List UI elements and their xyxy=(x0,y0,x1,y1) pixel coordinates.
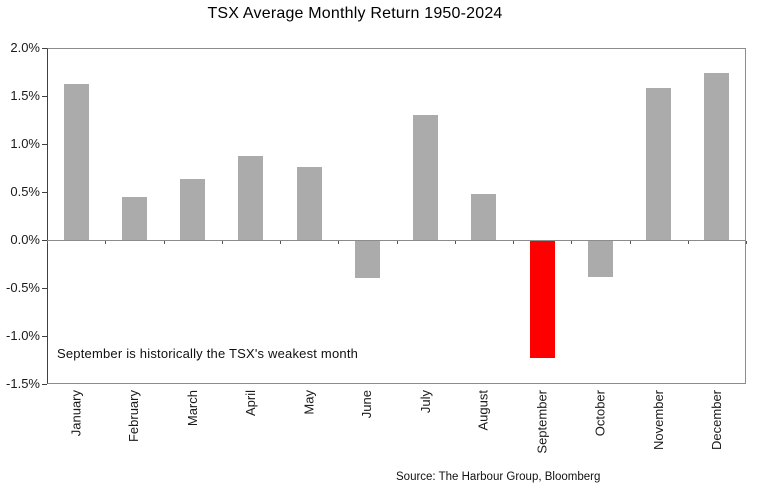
x-tick-label-september: September xyxy=(534,390,550,454)
y-axis-tick xyxy=(42,384,47,385)
y-tick-label: 1.5% xyxy=(10,88,40,103)
bar-november xyxy=(646,88,672,240)
y-tick-label: 1.0% xyxy=(10,136,40,151)
bar-june xyxy=(354,241,380,279)
x-tick-label-october: October xyxy=(592,390,608,437)
bar-january xyxy=(63,84,89,240)
y-tick-label: -0.5% xyxy=(6,280,40,295)
x-tick-label-february: February xyxy=(126,390,142,443)
y-axis-tick xyxy=(42,48,47,49)
x-axis-tick xyxy=(221,241,223,244)
x-tick-label-april: April xyxy=(242,390,258,417)
x-tick-label-november: November xyxy=(650,390,666,450)
x-axis-tick xyxy=(338,241,340,244)
x-axis-tick xyxy=(571,241,573,244)
y-tick-label: 0.5% xyxy=(10,184,40,199)
x-axis-tick xyxy=(396,241,398,244)
x-axis-tick xyxy=(280,241,281,244)
x-tick-label-may: May xyxy=(301,390,317,415)
bar-may xyxy=(296,167,322,240)
bar-december xyxy=(704,72,730,240)
y-axis-tick xyxy=(42,144,47,145)
x-axis-tick xyxy=(746,241,747,244)
y-tick-label: 2.0% xyxy=(10,40,40,55)
bar-july xyxy=(413,115,439,240)
x-tick-label-december: December xyxy=(708,390,724,450)
y-axis-tick xyxy=(42,288,47,289)
x-tick-label-june: June xyxy=(359,390,375,419)
x-axis-tick xyxy=(47,241,48,244)
bar-february xyxy=(121,196,147,240)
y-axis-tick xyxy=(42,96,47,97)
x-axis-tick xyxy=(163,241,165,244)
zero-axis-line xyxy=(47,240,746,241)
chart-title: TSX Average Monthly Return 1950-2024 xyxy=(207,5,503,22)
x-axis-tick xyxy=(513,241,514,244)
y-axis-tick xyxy=(42,336,47,337)
y-tick-label: -1.5% xyxy=(6,376,40,391)
y-tick-label: -1.0% xyxy=(6,328,40,343)
x-tick-label-january: January xyxy=(68,390,84,437)
x-axis-tick xyxy=(454,241,456,244)
annotation-text: September is historically the TSX's weak… xyxy=(57,346,359,361)
y-axis-tick xyxy=(42,240,47,241)
x-tick-label-july: July xyxy=(417,390,433,414)
y-tick-label: 0.0% xyxy=(10,232,40,247)
source-note: Source: The Harbour Group, Bloomberg xyxy=(396,471,601,483)
x-axis-tick xyxy=(629,241,631,244)
bar-march xyxy=(180,178,206,240)
plot-area xyxy=(47,48,746,384)
x-axis-tick xyxy=(687,241,689,244)
bar-august xyxy=(471,193,497,240)
x-tick-label-august: August xyxy=(475,390,491,431)
bar-september xyxy=(529,241,555,359)
x-tick-label-march: March xyxy=(184,390,200,427)
x-axis-tick xyxy=(105,241,107,244)
bar-october xyxy=(587,241,613,278)
y-axis-tick xyxy=(42,192,47,193)
bar-april xyxy=(238,156,264,240)
